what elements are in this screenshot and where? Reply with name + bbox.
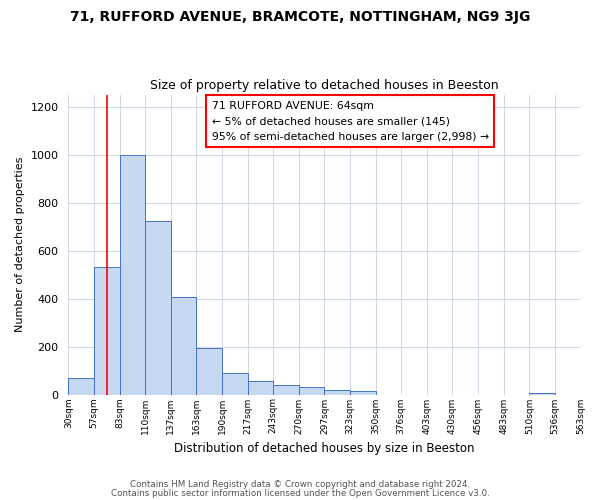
Bar	[273, 385, 299, 394]
Bar	[94, 268, 119, 394]
Bar	[325, 390, 350, 394]
Bar	[171, 298, 196, 394]
Bar	[350, 391, 376, 394]
Text: 71 RUFFORD AVENUE: 64sqm
← 5% of detached houses are smaller (145)
95% of semi-d: 71 RUFFORD AVENUE: 64sqm ← 5% of detache…	[212, 100, 489, 142]
Bar	[248, 381, 273, 394]
Bar	[196, 348, 222, 395]
Bar	[119, 154, 145, 394]
Title: Size of property relative to detached houses in Beeston: Size of property relative to detached ho…	[150, 79, 499, 92]
Text: Contains HM Land Registry data © Crown copyright and database right 2024.: Contains HM Land Registry data © Crown c…	[130, 480, 470, 489]
Bar	[68, 378, 94, 394]
Bar	[222, 373, 248, 394]
Bar	[299, 388, 325, 394]
X-axis label: Distribution of detached houses by size in Beeston: Distribution of detached houses by size …	[174, 442, 475, 455]
Text: Contains public sector information licensed under the Open Government Licence v3: Contains public sector information licen…	[110, 488, 490, 498]
Y-axis label: Number of detached properties: Number of detached properties	[15, 157, 25, 332]
Text: 71, RUFFORD AVENUE, BRAMCOTE, NOTTINGHAM, NG9 3JG: 71, RUFFORD AVENUE, BRAMCOTE, NOTTINGHAM…	[70, 10, 530, 24]
Bar	[145, 220, 171, 394]
